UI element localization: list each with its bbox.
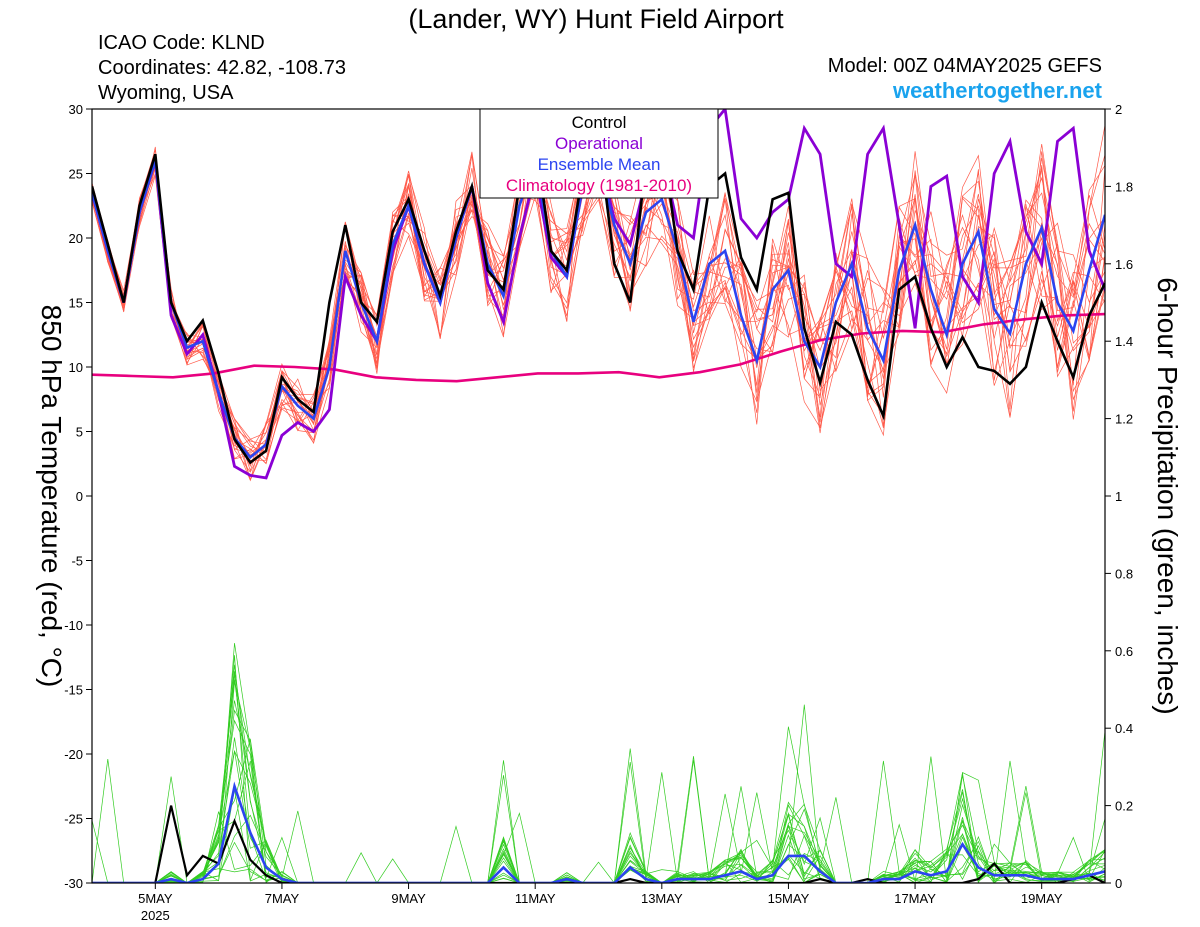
y-right-tick-label: 0 (1115, 876, 1122, 891)
y-right-axis: 2 1.8 1.6 1.4 1.2 1 0.8 0.6 0.4 0.2 0 (1105, 102, 1133, 891)
y-left-label: 850 hPa Temperature (red, °C) (36, 305, 67, 688)
legend-operational: Operational (555, 134, 643, 153)
mean-temp-line (92, 155, 1105, 460)
x-tick-label: 15MAY (768, 891, 810, 906)
climatology-line (92, 312, 1105, 383)
y-right-tick-label: 0.2 (1115, 799, 1133, 814)
chart-title: (Lander, WY) Hunt Field Airport (408, 4, 784, 34)
legend-box (479, 108, 719, 199)
y-right-tick-label: 1.8 (1115, 179, 1133, 194)
legend-mean: Ensemble Mean (538, 155, 661, 174)
y-left-tick-label: -30 (64, 876, 83, 891)
y-left-tick-label: 10 (69, 360, 83, 375)
y-left-tick-label: -10 (64, 618, 83, 633)
y-right-tick-label: 1.2 (1115, 412, 1133, 427)
precip-member-line (92, 761, 1105, 883)
y-left-tick-label: -5 (71, 554, 83, 569)
icao-code: ICAO Code: KLND (98, 32, 265, 54)
y-right-tick-label: 0.6 (1115, 644, 1133, 659)
precip-member-line (92, 700, 1105, 883)
y-left-tick-label: 15 (69, 296, 83, 311)
y-left-tick-label: -20 (64, 747, 83, 762)
y-left-tick-label: -25 (64, 812, 83, 827)
precip-member-line (92, 709, 1105, 883)
y-left-tick-label: 5 (76, 425, 83, 440)
control-precip-line (92, 805, 1105, 883)
x-tick-label: 13MAY (641, 891, 683, 906)
model-run: Model: 00Z 04MAY2025 GEFS (828, 55, 1102, 77)
x-tick-year: 2025 (141, 908, 170, 923)
x-tick-label: 7MAY (265, 891, 300, 906)
operational-temp-line (92, 109, 1105, 480)
y-left-tick-label: -15 (64, 683, 83, 698)
y-left-axis: 30 25 20 15 10 5 0 -5 -10 -15 -20 -25 -30 (64, 102, 92, 891)
y-right-tick-label: 0.4 (1115, 721, 1133, 736)
y-right-label: 6-hour Precipitation (green, inches) (1152, 277, 1183, 714)
x-tick-label: 5MAY (138, 891, 173, 906)
y-right-tick-label: 0.8 (1115, 566, 1133, 581)
y-left-tick-label: 30 (69, 102, 83, 117)
y-left-tick-label: 25 (69, 167, 83, 182)
precip-member-line (92, 643, 1105, 883)
y-left-tick-label: 20 (69, 231, 83, 246)
region: Wyoming, USA (98, 82, 234, 104)
legend: Control Operational Ensemble Mean Climat… (479, 108, 719, 199)
y-right-tick-label: 1.6 (1115, 257, 1133, 272)
legend-control: Control (572, 113, 627, 132)
x-tick-label: 9MAY (391, 891, 426, 906)
y-right-tick-label: 2 (1115, 102, 1122, 117)
coordinates: Coordinates: 42.82, -108.73 (98, 57, 346, 79)
y-left-tick-label: 0 (76, 489, 83, 504)
site-link[interactable]: weathertogether.net (892, 78, 1103, 103)
precip-member-line (92, 673, 1105, 883)
x-tick-label: 17MAY (894, 891, 936, 906)
x-tick-label: 19MAY (1021, 891, 1063, 906)
precip-member-line (92, 664, 1105, 883)
precip-members (92, 643, 1105, 883)
y-right-tick-label: 1 (1115, 489, 1122, 504)
precip-member-line (92, 704, 1105, 883)
precip-member-line (92, 759, 1105, 883)
precip-member-line (92, 719, 1105, 883)
x-axis: 5MAY 2025 7MAY 9MAY 11MAY 13MAY 15MAY 17MAY 19MA… (138, 883, 1063, 923)
legend-climatology: Climatology (1981-2010) (506, 176, 692, 195)
mean-precip-line (92, 781, 1105, 883)
y-right-tick-label: 1.4 (1115, 334, 1133, 349)
x-tick-label: 11MAY (515, 891, 556, 906)
